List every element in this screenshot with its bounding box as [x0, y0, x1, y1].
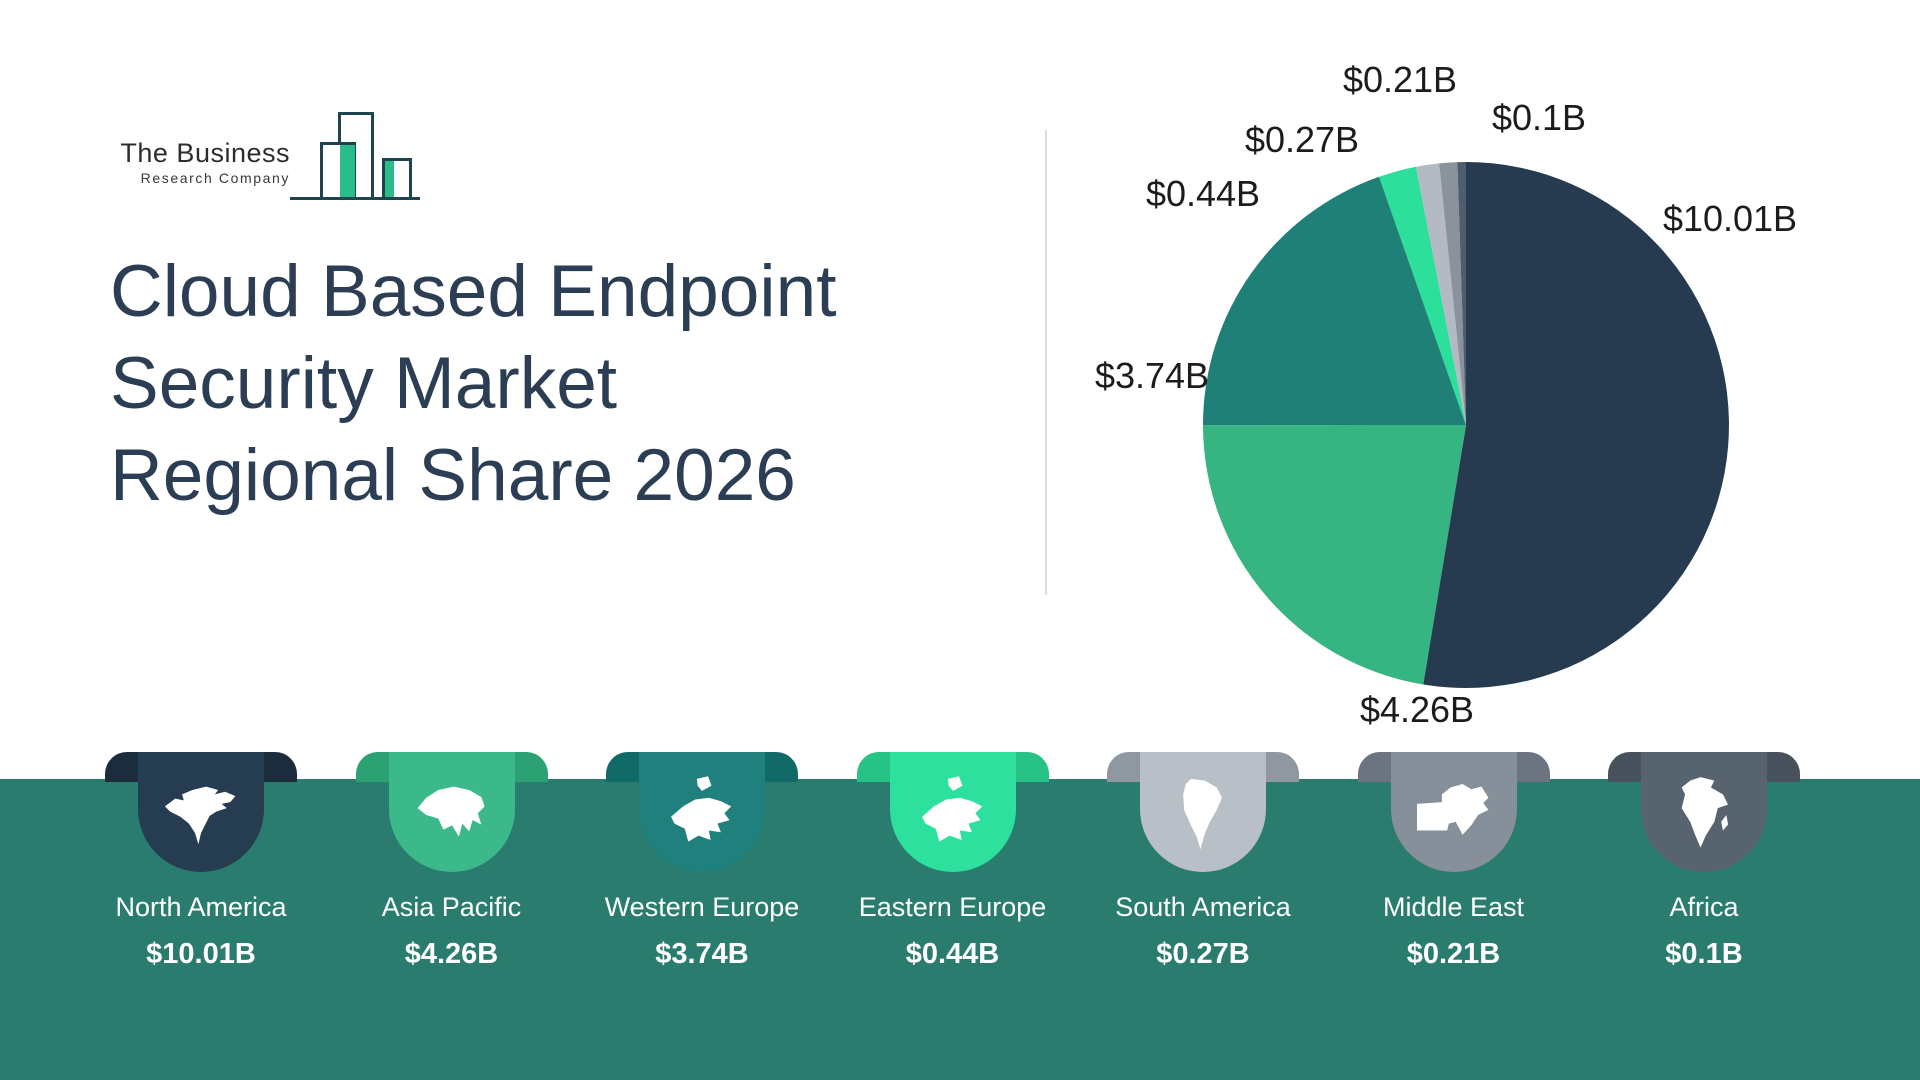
- region-name: North America: [115, 892, 287, 922]
- region-card-eastern-europe: Eastern Europe $0.44B: [856, 752, 1049, 1052]
- region-name: Middle East: [1382, 892, 1525, 922]
- region-value: $4.26B: [404, 938, 499, 970]
- south-america-map-icon: [1183, 778, 1222, 850]
- page-title-line-3: Regional Share 2026: [110, 434, 796, 516]
- pie-slice-eastern-europe: [1379, 166, 1466, 425]
- logo-bar-fill-2: [385, 161, 394, 197]
- region-card-middle-east: Middle East $0.21B: [1357, 752, 1550, 1052]
- pie-chart-svg: [1202, 161, 1729, 688]
- pie-slice-north-america: [1423, 162, 1729, 688]
- pie-slice-western-europe: [1202, 176, 1466, 426]
- ribbon-panel: [889, 752, 1016, 872]
- pie-value-label: $0.27B: [1244, 119, 1360, 160]
- pie-value-label: $10.01B: [1662, 198, 1798, 239]
- pie-value-label: $0.1B: [1491, 97, 1587, 138]
- region-value: $3.74B: [655, 938, 749, 970]
- asia-pacific-map-icon: [417, 786, 485, 837]
- page-title: Cloud Based Endpoint Security Market Reg…: [110, 246, 1010, 522]
- region-card-north-america: North America $10.01B: [105, 752, 297, 1052]
- bar-chart-logo-icon: [290, 108, 420, 200]
- pie-value-label: $4.26B: [1359, 689, 1475, 730]
- region-value: $0.1B: [1665, 938, 1743, 970]
- region-value: $10.01B: [146, 938, 256, 970]
- region-value: $0.27B: [1156, 938, 1250, 970]
- north-america-map-icon: [164, 786, 236, 845]
- region-name: Eastern Europe: [858, 892, 1047, 922]
- pie-chart: [1202, 161, 1730, 689]
- ribbon-panel: [388, 752, 515, 872]
- western-europe-map-icon: [671, 776, 732, 842]
- page-title-line-1: Cloud Based Endpoint: [110, 251, 837, 332]
- pie-slice-africa: [1457, 161, 1466, 425]
- pie-value-label: $3.74B: [1094, 355, 1210, 396]
- region-card-asia-pacific: Asia Pacific $4.26B: [355, 752, 548, 1052]
- page-title-line-2: Security Market: [110, 342, 618, 424]
- company-subname: Research Company: [140, 170, 290, 186]
- region-card-western-europe: Western Europe $3.74B: [605, 752, 799, 1052]
- company-name: The Business: [120, 138, 290, 168]
- ribbon-panel: [639, 752, 765, 872]
- pie-slice-middle-east: [1439, 162, 1466, 425]
- logo-bar-fill-1: [340, 145, 355, 197]
- region-name: Asia Pacific: [381, 892, 522, 922]
- middle-east-map-icon: [1416, 784, 1488, 835]
- region-name: South America: [1115, 892, 1291, 922]
- pie-value-label: $0.44B: [1145, 173, 1261, 214]
- ribbon-panel: [1390, 752, 1517, 872]
- region-card-africa: Africa $0.1B: [1608, 752, 1800, 1052]
- pie-slice-south-america: [1415, 163, 1466, 425]
- region-value: $0.44B: [905, 938, 1000, 970]
- vertical-divider: [1045, 130, 1047, 595]
- eastern-europe-map-icon: [921, 776, 982, 842]
- region-value: $0.21B: [1406, 938, 1501, 970]
- company-logo: The Business Research Company: [118, 100, 438, 200]
- region-card-south-america: South America $0.27B: [1107, 752, 1299, 1052]
- ribbon-panel: [1641, 752, 1767, 872]
- africa-map-icon: [1681, 777, 1729, 848]
- pie-slice-asia-pacific: [1203, 425, 1466, 685]
- ribbon-panel: [138, 752, 264, 872]
- ribbon-panel: [1140, 752, 1266, 872]
- logo-baseline: [290, 197, 420, 200]
- region-name: Western Europe: [604, 892, 800, 922]
- pie-value-label: $0.21B: [1342, 59, 1458, 100]
- company-logo-text: The Business Research Company: [120, 138, 290, 186]
- region-name: Africa: [1669, 892, 1739, 922]
